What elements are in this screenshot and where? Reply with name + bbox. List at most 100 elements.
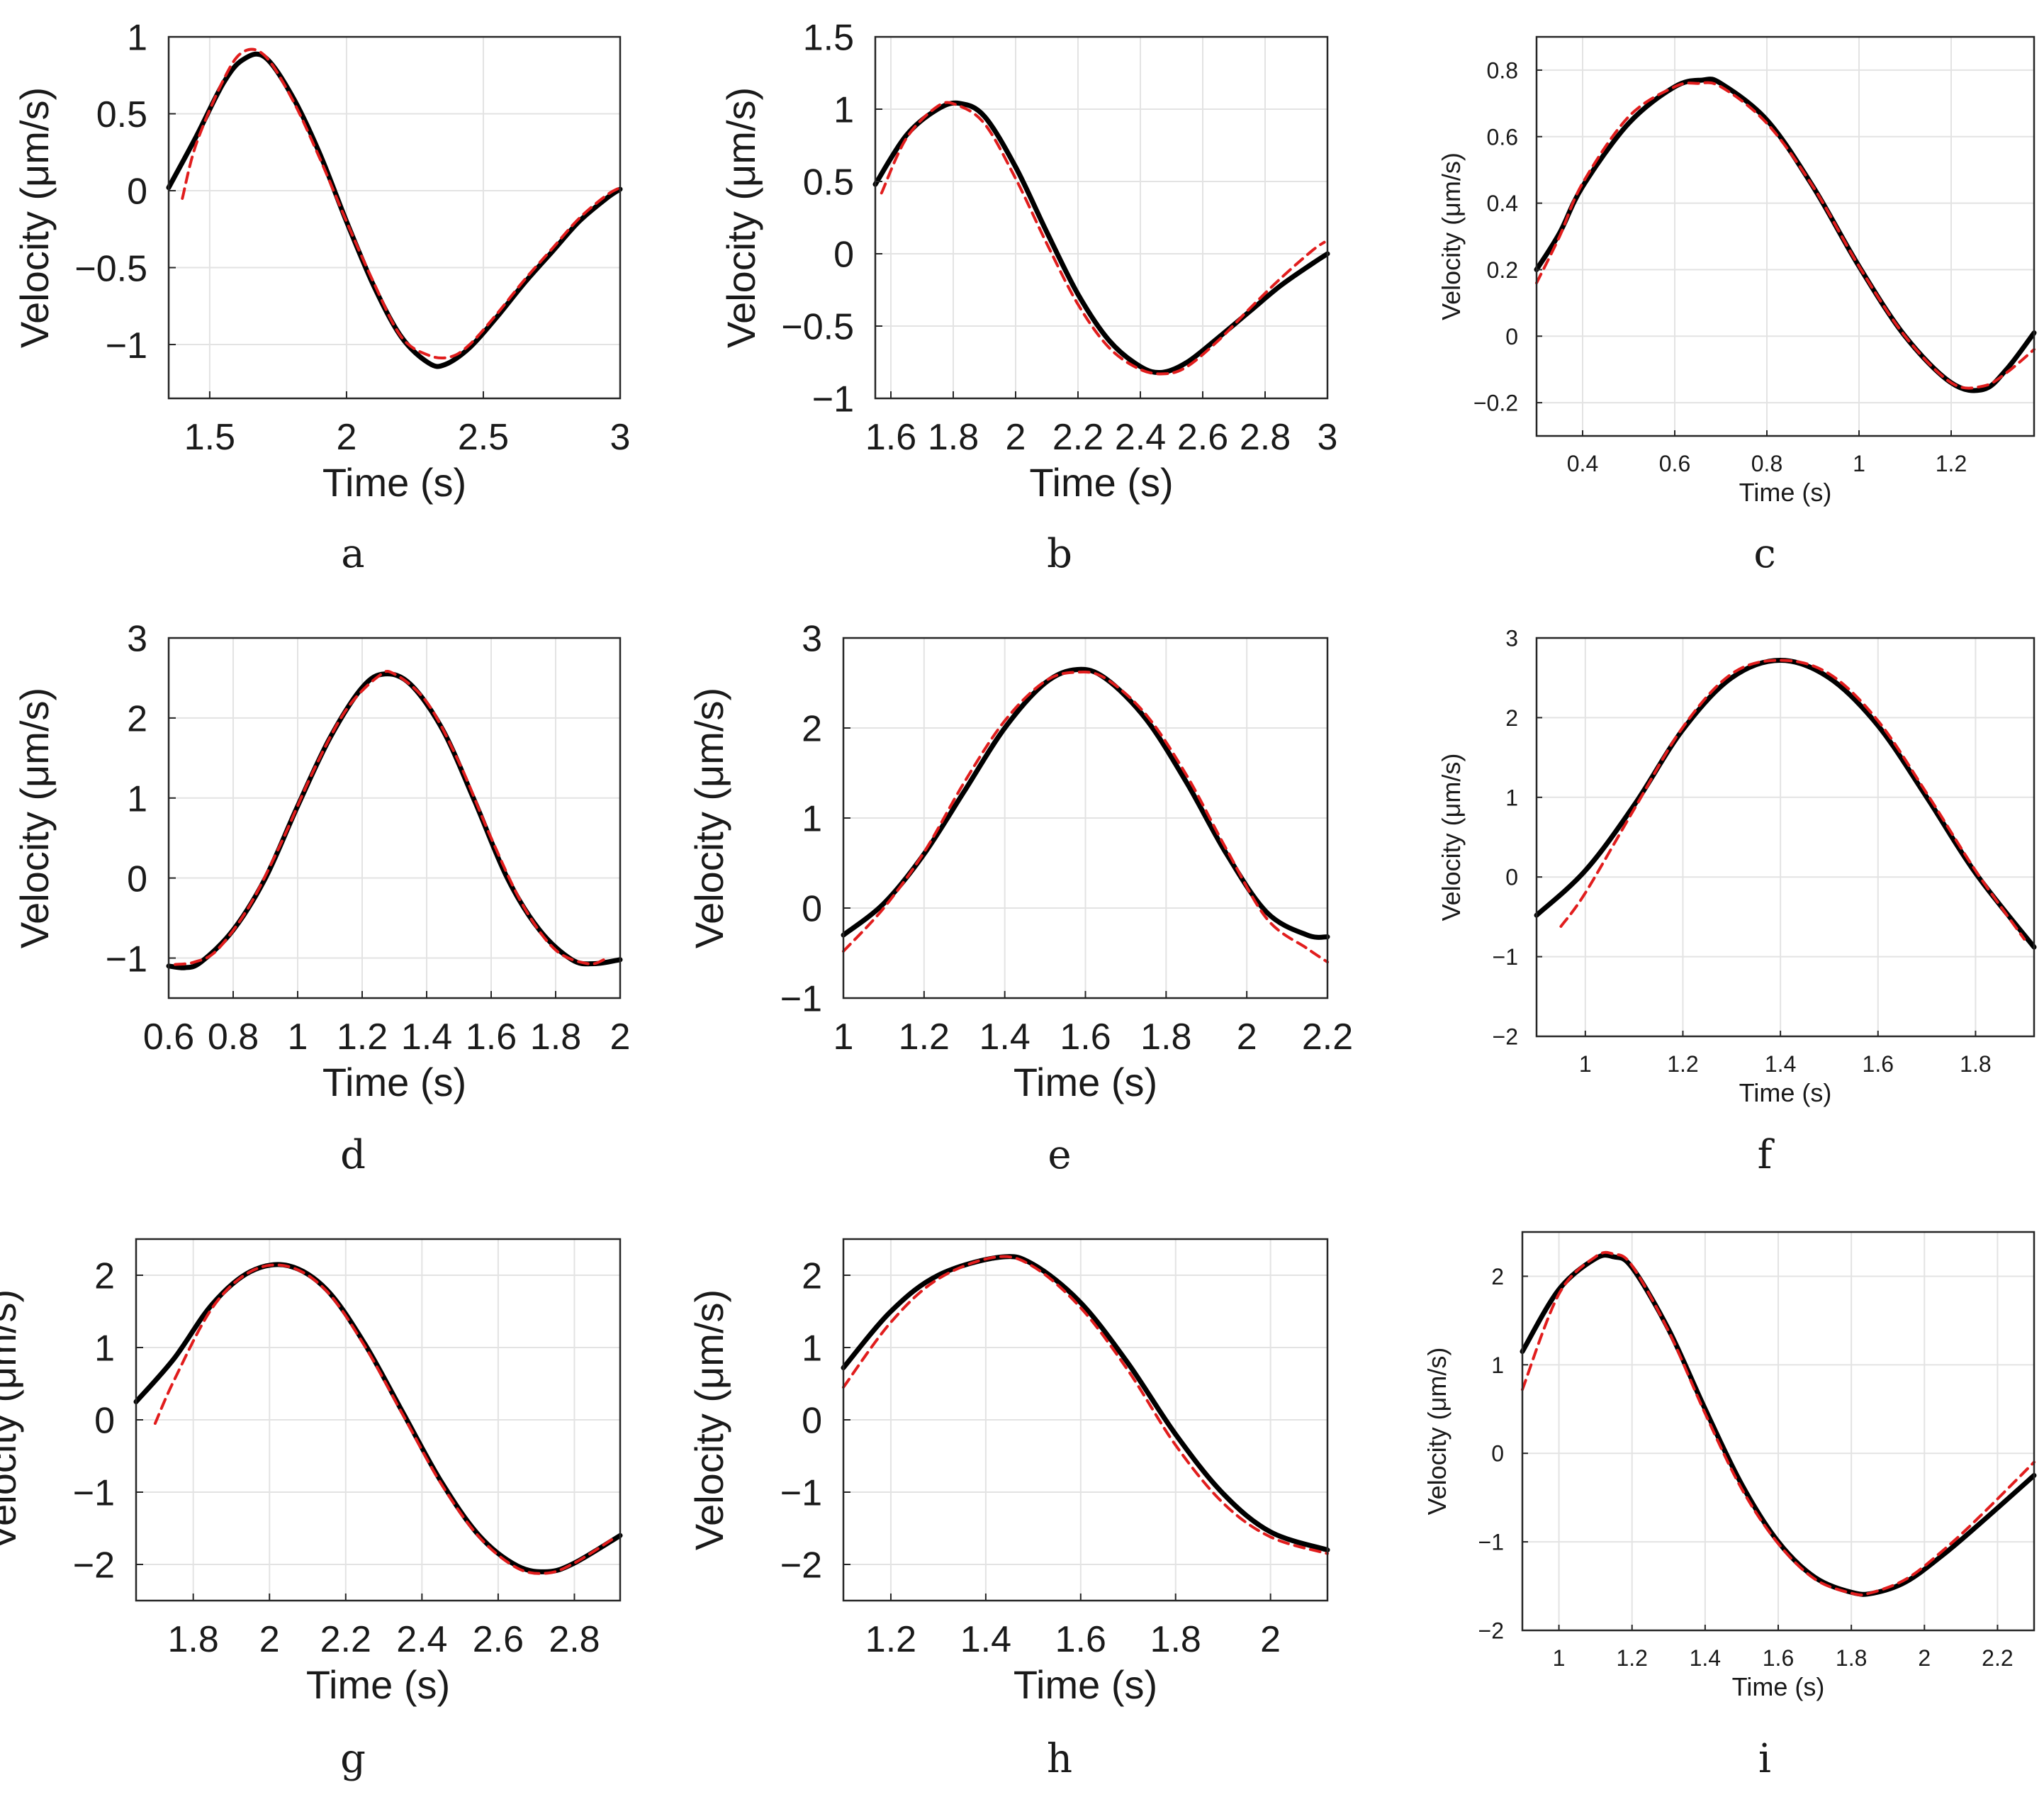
y-axis-label: Velocity (μm/s) (687, 688, 731, 948)
chart-panel-d: 0.6 0.8 1 1.2 1.4 1.6 1.8 2 −1 0 1 2 3 Time (s) Veloci… (12, 619, 630, 1178)
x-tick-label: 1 (1579, 1051, 1592, 1077)
x-tick-label: 1 (1853, 451, 1865, 476)
x-tick-label: 1.8 (530, 1016, 581, 1058)
plot-area (1537, 37, 2034, 436)
x-axis-label: Time (s) (322, 460, 466, 505)
series-line-fit (842, 670, 1329, 964)
panel-letter: f (1758, 1132, 1775, 1178)
y-axis-label: Velocity (μm/s) (12, 688, 57, 948)
y-axis-label: Velocity (μm/s) (687, 1289, 731, 1550)
x-tick-label: 2 (1260, 1619, 1281, 1660)
series-line-measured (1520, 1253, 2037, 1597)
panel-letter: e (1048, 1132, 1071, 1178)
x-tick-label: 2 (610, 1016, 631, 1058)
x-tick-label: 1.6 (1055, 1619, 1106, 1660)
x-tick-label: 1.8 (1150, 1619, 1201, 1660)
x-tick-label: 2.5 (458, 417, 509, 458)
y-tick-label: 1 (802, 1328, 822, 1370)
x-tick-label: 1.6 (1863, 1051, 1894, 1077)
chart-panel-e: 1 1.2 1.4 1.6 1.8 2 2.2 −1 0 1 2 3 Time (s) Velocity … (687, 619, 1353, 1178)
x-tick-label: 2.8 (1240, 417, 1291, 458)
axes-box (1535, 35, 2035, 437)
x-tick-label: 2.4 (1115, 417, 1166, 458)
x-tick-label: 0.4 (1567, 451, 1598, 476)
x-tick-label: 2.2 (1052, 417, 1104, 458)
x-tick-label: 1.6 (1763, 1645, 1794, 1671)
y-tick-label: −1 (780, 1473, 822, 1514)
y-tick-label: 0 (833, 235, 854, 276)
y-tick-label: −1 (780, 979, 822, 1020)
x-tick-label: 1.4 (401, 1016, 452, 1058)
y-tick-label: 0.4 (1487, 191, 1518, 216)
y-tick-label: 2 (802, 709, 822, 750)
y-tick-label: 2 (94, 1256, 115, 1297)
x-axis-label: Time (s) (1739, 1078, 1832, 1107)
plot-area (169, 37, 620, 398)
y-tick-label: −1 (106, 325, 147, 366)
axes-box (167, 637, 622, 999)
plot-area (875, 37, 1327, 398)
chart-panel-g: 1.8 2 2.2 2.4 2.6 2.8 −2 −1 0 1 2 Time (s) Velocity … (0, 1238, 623, 1782)
series-line-measured (841, 1254, 1330, 1553)
x-axis-label: Time (s) (1732, 1672, 1825, 1701)
panel-letter: i (1758, 1736, 1771, 1782)
series-line-measured (841, 666, 1330, 940)
x-tick-label: 2.2 (320, 1619, 371, 1660)
x-tick-label: 3 (1318, 417, 1338, 458)
x-axis-label: Time (s) (1739, 478, 1832, 507)
x-tick-label: 1.8 (1836, 1645, 1867, 1671)
y-tick-label: 2 (127, 699, 147, 740)
x-tick-label: 1.5 (184, 417, 235, 458)
x-tick-label: 1.2 (899, 1016, 950, 1058)
x-tick-label: 1.8 (1960, 1051, 1991, 1077)
x-tick-label: 0.8 (208, 1016, 259, 1058)
series-line-fit (842, 1255, 1329, 1555)
y-tick-label: −1 (812, 379, 854, 420)
y-tick-label: 0 (1505, 865, 1518, 890)
x-tick-label: 0.6 (1659, 451, 1690, 476)
y-tick-label: 0.5 (803, 162, 854, 203)
y-tick-label: 0 (802, 1401, 822, 1442)
x-tick-label: 2.2 (1302, 1016, 1353, 1058)
y-axis-label: Velocity (μm/s) (719, 87, 763, 348)
y-tick-label: 1 (1491, 1352, 1504, 1378)
y-tick-label: −1 (1493, 944, 1518, 970)
x-tick-label: 2.6 (473, 1619, 524, 1660)
y-tick-label: 3 (1505, 626, 1518, 651)
y-tick-label: 0 (127, 858, 147, 900)
x-tick-label: 1 (288, 1016, 308, 1058)
y-tick-label: −1 (1478, 1530, 1504, 1555)
x-axis-label: Time (s) (1013, 1662, 1157, 1707)
y-tick-label: 3 (127, 619, 147, 660)
panel-letter: c (1753, 531, 1775, 577)
x-tick-label: 2 (1918, 1645, 1931, 1671)
y-tick-label: 0 (1505, 324, 1518, 349)
y-tick-label: −1 (106, 939, 147, 980)
x-tick-label: 1.8 (928, 417, 979, 458)
y-tick-label: 1 (127, 778, 147, 819)
y-tick-label: 0.8 (1487, 57, 1518, 83)
x-tick-label: 1.4 (1690, 1645, 1721, 1671)
x-tick-label: 2.2 (1982, 1645, 2013, 1671)
chart-panel-a: 1.5 2 2.5 3 −1 −0.5 0 0.5 1 Time (s) Velocity (μm/… (12, 18, 630, 577)
x-tick-label: 1.2 (1936, 451, 1967, 476)
x-tick-label: 2 (1006, 417, 1026, 458)
x-tick-label: 1.4 (960, 1619, 1011, 1660)
x-axis-label: Time (s) (306, 1662, 450, 1707)
y-tick-label: −0.5 (74, 248, 147, 289)
x-tick-label: 2 (259, 1619, 280, 1660)
y-tick-label: 0 (1491, 1441, 1504, 1467)
x-tick-label: 1.6 (1060, 1016, 1111, 1058)
x-tick-label: 2.8 (549, 1619, 600, 1660)
y-tick-label: 1 (127, 18, 147, 59)
y-tick-label: −2 (1493, 1024, 1518, 1050)
x-tick-label: 1.8 (1140, 1016, 1191, 1058)
y-tick-label: −2 (1478, 1618, 1504, 1644)
x-tick-label: 2.4 (396, 1619, 447, 1660)
x-tick-label: 2 (336, 417, 356, 458)
y-tick-label: −2 (780, 1545, 822, 1586)
panel-letter: a (341, 531, 364, 577)
y-axis-label: Velocity (μm/s) (0, 1289, 24, 1550)
